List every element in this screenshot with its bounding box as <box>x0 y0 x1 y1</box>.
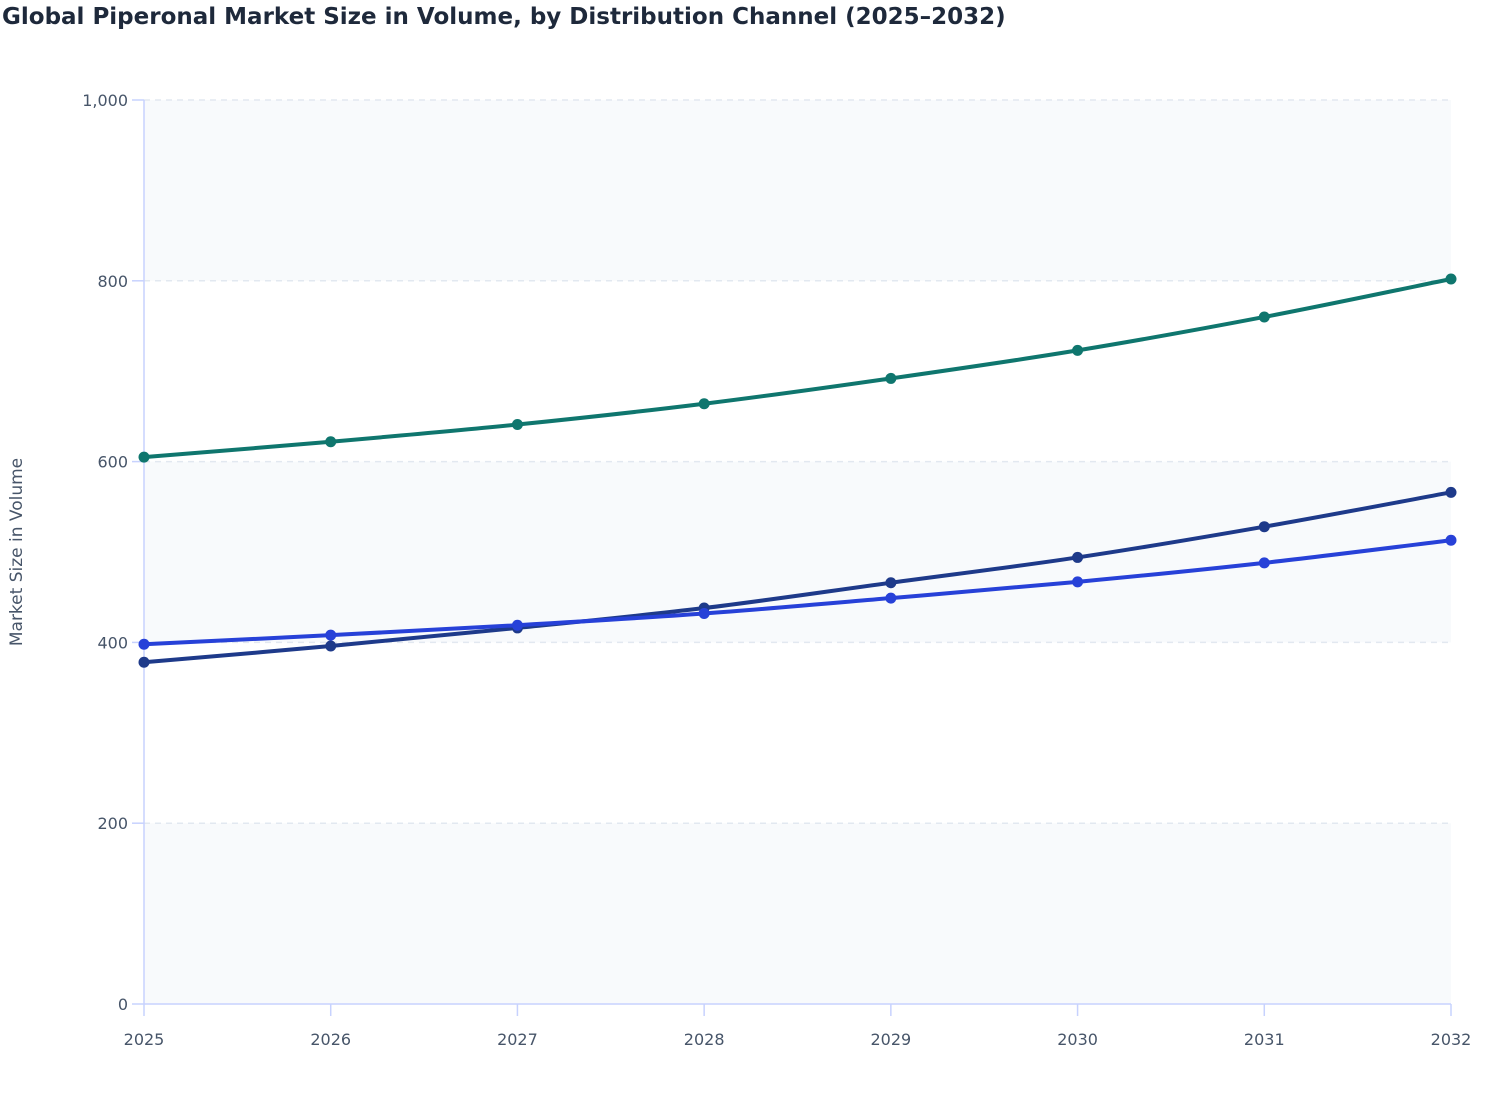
data-point <box>325 640 337 652</box>
data-point <box>1258 557 1270 569</box>
data-point <box>885 577 897 589</box>
y-tick-label: 0 <box>118 995 128 1014</box>
y-tick-label: 1,000 <box>82 91 128 110</box>
y-tick-label: 200 <box>97 814 128 833</box>
data-point <box>511 419 523 431</box>
x-tick-label: 2032 <box>1431 1030 1472 1049</box>
x-tick-label: 2031 <box>1244 1030 1285 1049</box>
y-tick-label: 400 <box>97 633 128 652</box>
data-point <box>1258 311 1270 323</box>
data-point <box>1445 273 1457 285</box>
x-tick-label: 2030 <box>1057 1030 1098 1049</box>
data-point <box>325 629 337 641</box>
series-line <box>142 276 1453 460</box>
plot-band <box>144 461 1451 643</box>
data-point <box>1072 576 1084 588</box>
data-point <box>698 607 710 619</box>
x-tick-label: 2028 <box>684 1030 725 1049</box>
data-point <box>885 592 897 604</box>
x-tick-label: 2027 <box>497 1030 538 1049</box>
chart-title: Global Piperonal Market Size in Volume, … <box>2 4 1006 30</box>
data-point <box>325 436 337 448</box>
y-tick-label: 800 <box>97 272 128 291</box>
data-point <box>1445 486 1457 498</box>
plot-band <box>144 823 1451 1004</box>
data-point <box>885 372 897 384</box>
x-tick-label: 2025 <box>124 1030 165 1049</box>
series-line <box>142 538 1453 647</box>
y-tick-label: 600 <box>97 453 128 472</box>
data-point <box>1072 344 1084 356</box>
data-point <box>1072 551 1084 563</box>
y-axis-label: Market Size in Volume <box>7 458 27 646</box>
data-point <box>1258 521 1270 533</box>
series-2 <box>138 534 1457 650</box>
data-point <box>1445 534 1457 546</box>
data-point <box>138 451 150 463</box>
x-tick-label: 2029 <box>870 1030 911 1049</box>
series-1 <box>138 486 1457 668</box>
x-tick-label: 2026 <box>310 1030 351 1049</box>
data-point <box>138 656 150 668</box>
series-line <box>142 490 1453 665</box>
data-point <box>511 619 523 631</box>
plot-band <box>144 100 1451 281</box>
data-point <box>698 398 710 410</box>
data-point <box>138 638 150 650</box>
series-0 <box>138 273 1457 463</box>
